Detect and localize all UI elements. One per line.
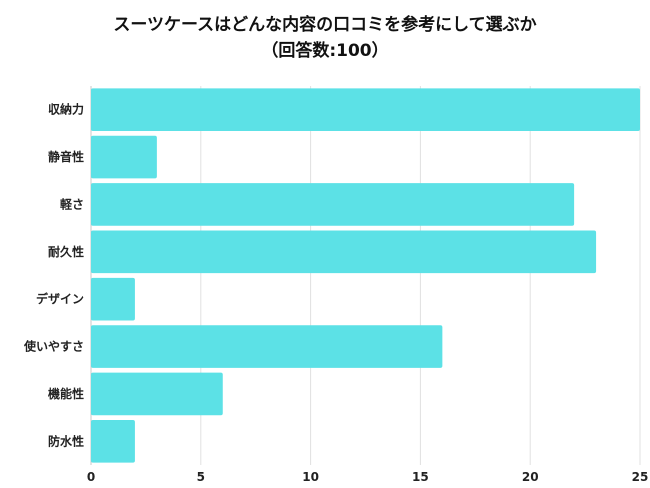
bar-3 (91, 230, 597, 274)
bar-0 (91, 88, 640, 132)
category-label: デザイン (36, 291, 84, 306)
bar-5 (91, 325, 443, 368)
category-label: 防水性 (48, 433, 84, 448)
bar-4 (91, 277, 135, 321)
bar-6 (91, 372, 223, 416)
bar-1 (91, 135, 157, 179)
x-tick-label: 15 (412, 470, 429, 484)
x-tick-label: 0 (87, 470, 95, 484)
bar-7 (91, 419, 135, 463)
category-label: 機能性 (48, 386, 84, 401)
category-label: 軽さ (60, 196, 84, 211)
x-tick-labels: 0 5 10 15 20 25 (87, 470, 649, 484)
chart-title: スーツケースはどんな内容の口コミを参考にして選ぶか （回答数:100） (0, 12, 650, 64)
bar-2 (91, 183, 575, 226)
chart-title-line1: スーツケースはどんな内容の口コミを参考にして選ぶか (113, 15, 537, 35)
x-tick-label: 5 (197, 470, 205, 484)
category-label: 使いやすさ (23, 339, 84, 354)
x-tick-label: 20 (522, 470, 539, 484)
chart-title-line2: （回答数:100） (261, 41, 389, 61)
x-tick-label: 10 (302, 470, 319, 484)
category-label: 静音性 (48, 149, 84, 164)
category-label: 収納力 (48, 102, 84, 117)
x-tick-label: 25 (632, 470, 649, 484)
category-label: 耐久性 (48, 244, 84, 259)
bars (91, 88, 640, 463)
